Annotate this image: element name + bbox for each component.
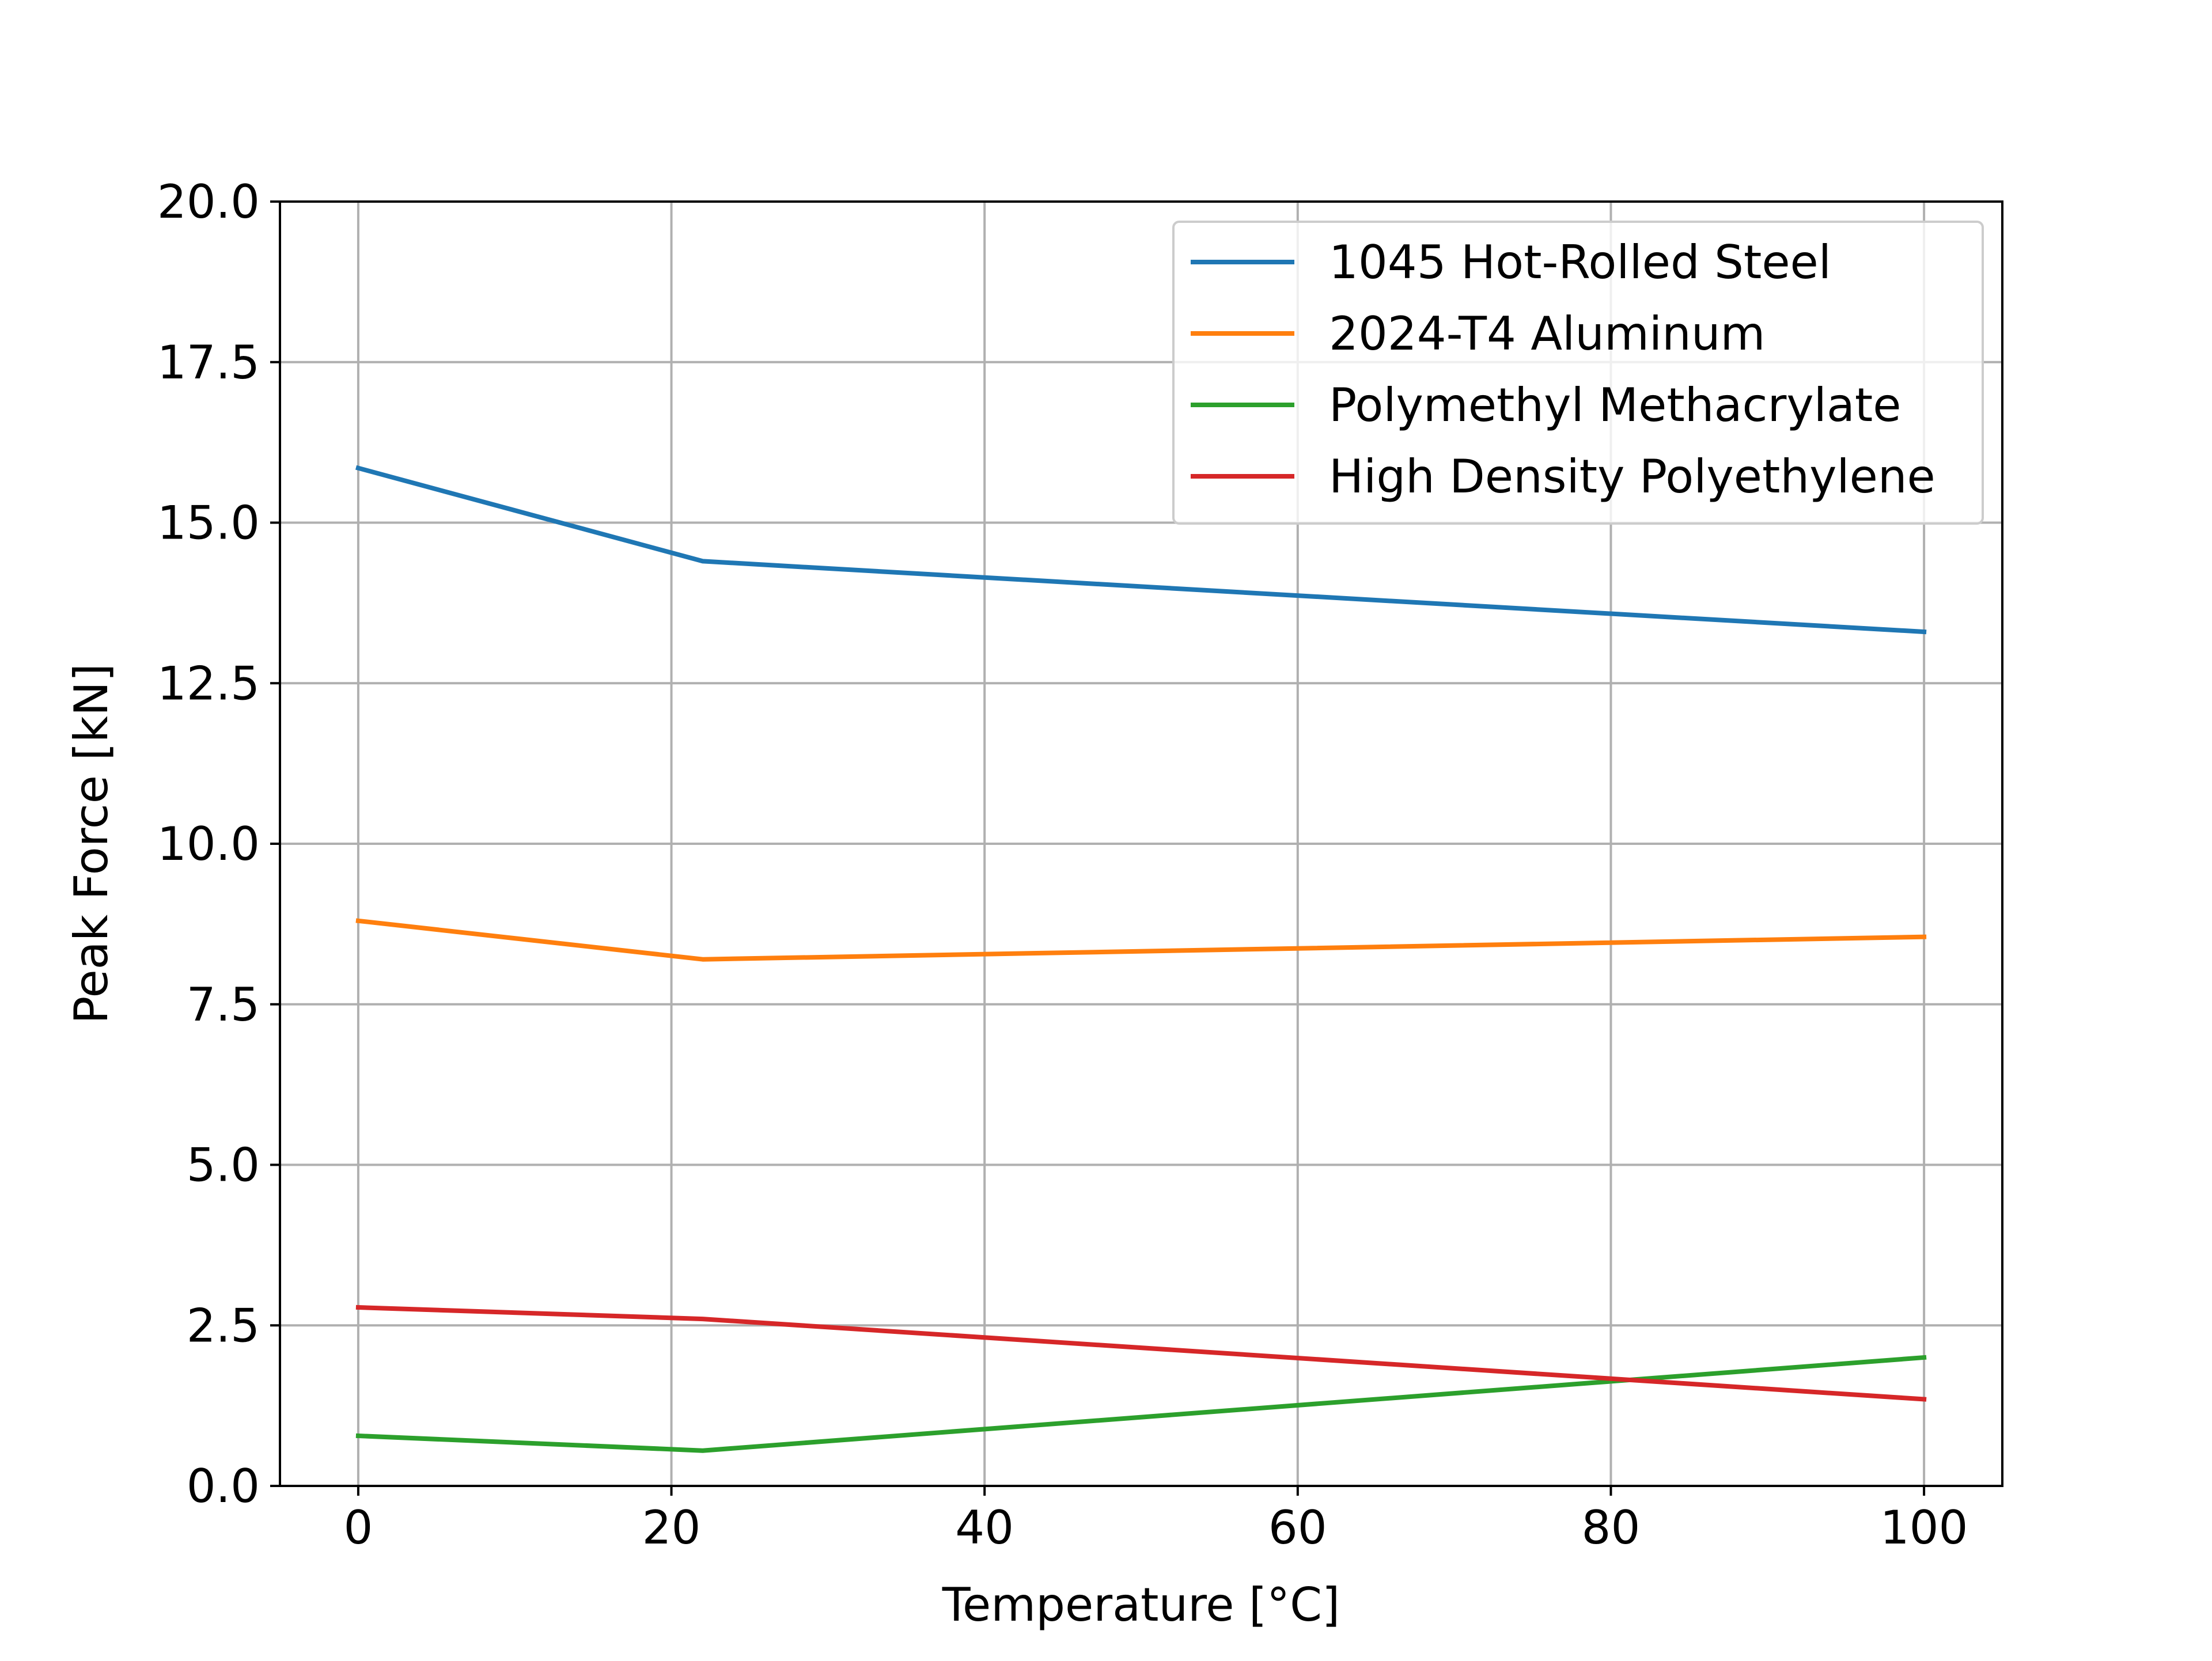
y-tick-label: 17.5: [157, 336, 260, 389]
series-line-3: [355, 1304, 1927, 1402]
y-tick-label: 0.0: [187, 1459, 260, 1513]
series-lines: [355, 465, 1927, 1453]
x-tick-label: 100: [1880, 1501, 1968, 1554]
y-tick-label: 15.0: [157, 496, 260, 550]
legend-label: 2024-T4 Aluminum: [1329, 307, 1765, 361]
legend-label: 1045 Hot-Rolled Steel: [1329, 236, 1831, 289]
legend: 1045 Hot-Rolled Steel 2024-T4 Aluminum Pol…: [1172, 221, 1984, 525]
series-line-2: [355, 1355, 1927, 1453]
y-tick-label: 2.5: [187, 1299, 260, 1352]
x-tick-label: 40: [955, 1501, 1014, 1554]
series-line-1: [355, 918, 1927, 962]
series-line-0: [355, 465, 1927, 635]
x-tick-label: 60: [1268, 1501, 1327, 1554]
legend-label: Polymethyl Methacrylate: [1329, 378, 1902, 432]
legend-box: [1172, 221, 1984, 525]
x-axis-label: Temperature [°C]: [942, 1578, 1340, 1632]
y-tick-label: 10.0: [157, 817, 260, 871]
y-tick-label: 7.5: [187, 978, 260, 1032]
x-tick-label: 0: [343, 1501, 373, 1554]
y-axis-label: Peak Force [kN]: [65, 663, 118, 1024]
x-tick-label: 20: [642, 1501, 701, 1554]
y-tick-label: 12.5: [157, 657, 260, 710]
x-tick-label: 80: [1582, 1501, 1641, 1554]
legend-label: High Density Polyethylene: [1329, 450, 1936, 503]
y-tick-label: 20.0: [157, 175, 260, 229]
y-tick-label: 5.0: [187, 1139, 260, 1192]
axis-ticks: 0 20 40 60 80 100 0.0 2.5 5.0 7.5 10.0 12.5 15.0 17.5…: [157, 175, 1968, 1554]
